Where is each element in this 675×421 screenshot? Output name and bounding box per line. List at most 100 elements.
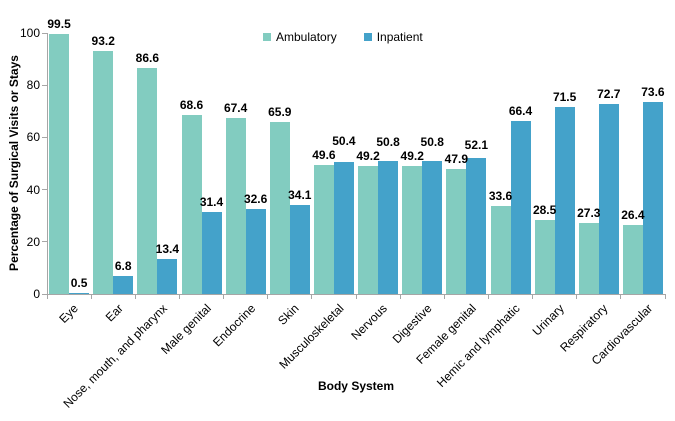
legend-item-inpatient: Inpatient [363,30,423,44]
x-tick-mark [620,295,622,299]
bar-inpatient-urinary [554,107,575,294]
value-label-ambulatory-nose-mouth-and-pharynx: 86.6 [135,50,160,65]
bar-ambulatory-musculoskeletal [313,164,334,294]
value-label-inpatient-cardiovascular: 73.6 [641,84,665,99]
bar-inpatient-nervous [378,161,399,294]
bar-inpatient-nose-mouth-and-pharynx [157,259,178,294]
x-axis-title: Body System [317,379,395,393]
legend-swatch-icon-inpatient [363,33,372,41]
legend-item-ambulatory: Ambulatory [263,30,337,44]
x-category-label-urinary: Urinary [529,301,567,339]
y-tick-label: 60 [26,130,40,145]
y-tick-mark [42,293,47,295]
x-tick-mark [90,295,92,299]
bar-inpatient-female-genital [466,158,487,294]
value-label-ambulatory-female-genital: 47.9 [444,151,469,166]
bar-ambulatory-endocrine [225,118,246,294]
y-axis-line [47,33,48,295]
bar-ambulatory-female-genital [446,168,467,294]
value-label-inpatient-respiratory: 72.7 [597,87,621,102]
bar-inpatient-respiratory [598,104,619,294]
value-label-ambulatory-eye: 99.5 [47,17,71,32]
y-tick-label: 0 [33,287,40,301]
legend-label-ambulatory: Ambulatory [276,30,337,44]
x-category-label-endocrine: Endocrine [209,301,258,350]
x-tick-mark [532,295,534,299]
bar-ambulatory-nervous [358,165,379,294]
x-tick-mark [576,295,578,299]
value-label-inpatient-eye: 0.5 [70,275,88,290]
value-label-ambulatory-cardiovascular: 26.4 [621,208,645,223]
y-tick-label: 40 [26,182,40,197]
bar-inpatient-skin [289,204,310,294]
value-label-inpatient-ear: 6.8 [114,259,132,274]
value-label-inpatient-urinary: 71.5 [552,90,577,105]
bar-inpatient-eye [69,292,90,294]
x-tick-mark [178,295,180,299]
bar-inpatient-endocrine [245,208,266,294]
value-label-ambulatory-nervous: 49.2 [356,148,380,163]
y-tick-mark [42,241,47,243]
x-axis-line [47,294,666,295]
bar-ambulatory-hemic-and-lymphatic [490,206,511,294]
value-label-ambulatory-skin: 65.9 [268,105,292,119]
value-label-ambulatory-hemic-and-lymphatic: 33.6 [488,189,513,204]
legend-swatch-icon-ambulatory [263,33,271,41]
x-category-label-digestive: Digestive [389,301,435,347]
y-tick-label: 20 [26,234,40,249]
bar-ambulatory-nose-mouth-and-pharynx [137,67,158,294]
value-label-ambulatory-ear: 93.2 [91,33,115,48]
y-tick-label: 100 [19,26,40,40]
y-tick-mark [42,84,47,86]
bar-inpatient-musculoskeletal [333,162,354,294]
value-label-inpatient-skin: 34.1 [288,187,312,202]
bar-ambulatory-respiratory [578,222,599,294]
x-tick-mark [311,295,313,299]
y-tick-mark [42,32,47,34]
x-tick-mark [355,295,357,299]
bar-ambulatory-cardiovascular [622,225,643,294]
value-label-inpatient-musculoskeletal: 50.4 [332,133,356,148]
y-tick-mark [42,189,47,191]
x-tick-mark [664,295,666,299]
bar-inpatient-male-genital [201,212,222,294]
value-label-ambulatory-endocrine: 67.4 [223,101,248,116]
value-label-ambulatory-urinary: 28.5 [532,202,557,217]
value-label-ambulatory-musculoskeletal: 49.6 [312,147,336,162]
x-tick-mark [46,295,48,299]
value-label-inpatient-hemic-and-lymphatic: 66.4 [508,103,533,118]
bar-ambulatory-digestive [402,165,423,294]
value-label-ambulatory-respiratory: 27.3 [577,205,601,220]
x-tick-mark [399,295,401,299]
x-category-label-nervous: Nervous [348,301,391,343]
bar-inpatient-digestive [422,161,443,294]
y-tick-mark [42,136,47,138]
value-label-inpatient-digestive: 50.8 [420,134,444,149]
bar-inpatient-hemic-and-lymphatic [510,120,531,294]
legend: Ambulatory Inpatient [263,30,423,44]
bar-ambulatory-male-genital [181,114,202,294]
bar-ambulatory-ear [93,50,114,294]
x-category-label-skin: Skin [275,301,302,328]
x-tick-mark [223,295,225,299]
value-label-inpatient-endocrine: 32.6 [243,191,268,206]
bar-inpatient-ear [113,276,134,294]
y-tick-label: 80 [26,78,40,93]
x-tick-mark [134,295,136,299]
value-label-inpatient-female-genital: 52.1 [464,137,489,152]
legend-label-inpatient: Inpatient [376,30,423,44]
x-tick-mark [443,295,445,299]
value-label-inpatient-nervous: 50.8 [376,134,400,149]
x-category-label-hemic-and-lymphatic: Hemic and lymphatic [434,301,523,390]
value-label-inpatient-male-genital: 31.4 [199,195,224,210]
x-category-label-ear: Ear [102,301,126,325]
bar-ambulatory-eye [49,34,70,294]
x-category-label-eye: Eye [56,301,82,326]
bar-ambulatory-urinary [534,219,555,294]
bar-ambulatory-skin [269,122,290,294]
value-label-inpatient-nose-mouth-and-pharynx: 13.4 [155,242,180,257]
x-tick-mark [267,295,269,299]
bar-inpatient-cardiovascular [642,101,663,294]
value-label-ambulatory-male-genital: 68.6 [179,97,204,112]
